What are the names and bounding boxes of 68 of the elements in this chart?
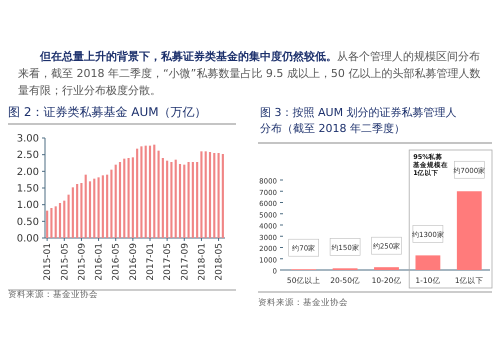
bar: [63, 200, 66, 238]
bar: [192, 162, 194, 238]
chart-title: 图 2：证券类私募基金 AUM（万亿）: [8, 105, 207, 119]
bar: [178, 164, 182, 238]
bar: [222, 154, 224, 238]
bar: [114, 164, 117, 238]
x-tick-label: 2016-05: [112, 243, 122, 281]
bar: [144, 146, 147, 238]
bar: [84, 174, 87, 238]
x-tick-label: 2015-01: [43, 243, 54, 281]
bar: [76, 184, 78, 238]
x-tick-label: 2016-09: [128, 242, 139, 281]
text: 资料来源：基金业协会: [258, 297, 348, 308]
bar: [162, 158, 164, 238]
y-tick-label: 2.00: [16, 166, 39, 178]
bar: [80, 183, 82, 238]
bar: [170, 162, 172, 238]
y-tick-label: 1.00: [16, 200, 39, 212]
bar: [148, 146, 152, 238]
bar: [110, 170, 112, 238]
text: 资料来源：基金业协会: [8, 289, 98, 300]
y-tick-label: 0.50: [16, 216, 39, 228]
x-tick-label: 2018-05: [214, 243, 225, 281]
bar: [196, 162, 198, 238]
bar: [128, 158, 130, 238]
bar: [46, 210, 48, 238]
x-tick-label: 2015-05: [60, 243, 70, 281]
bar: [68, 194, 70, 238]
bar: [72, 187, 74, 238]
bar: [374, 267, 399, 270]
x-tick-label: 2018-01: [197, 243, 208, 281]
bar: [54, 206, 57, 238]
bar: [93, 178, 96, 238]
bar: [218, 153, 220, 238]
bar: [204, 151, 207, 238]
bar: [106, 174, 108, 238]
text: 但在总量上升的背景下，私募证券类基金的集中度仍然较低。从各个管理人的规模区间分布来看，截至 2018 年二季度，“小微”私募数量占比 9.5 成以上，50 亿以上的头部私募管理人数量有限；行业分布极度分散。: [18, 50, 480, 97]
bar: [200, 151, 202, 238]
bar: [166, 160, 168, 238]
bar: [132, 157, 134, 238]
bar: [174, 160, 177, 238]
x-tick-label: 2017-01: [146, 243, 156, 281]
y-tick-label: 1.50: [16, 184, 39, 194]
bar: [213, 153, 216, 238]
bar: [123, 158, 126, 238]
bar: [158, 150, 160, 238]
bar: [183, 164, 186, 238]
bar: [415, 255, 440, 270]
bar: [118, 162, 122, 238]
bar: [140, 146, 142, 238]
bar: [58, 203, 62, 238]
x-tick-label: 2016-01: [94, 243, 105, 281]
y-tick-label: 0.00: [16, 234, 39, 244]
bar: [50, 208, 52, 238]
bar: [208, 152, 212, 238]
bar: [456, 191, 482, 270]
x-tick-label: 2017-09: [180, 242, 190, 281]
y-tick-label: 2.50: [16, 150, 39, 162]
bar: [188, 162, 190, 238]
bar: [98, 177, 100, 238]
chart-title: 图 3：按照 AUM 划分的证券私募管理人分布（截至 2018 年二季度）: [260, 106, 457, 135]
bar: [136, 148, 138, 238]
bar: [102, 175, 104, 238]
bar: [88, 181, 92, 238]
x-tick-label: 2017-05: [163, 243, 174, 281]
y-tick-label: 3.00: [16, 134, 39, 144]
x-tick-label: 2015-09: [77, 242, 88, 281]
bar: [153, 144, 156, 238]
